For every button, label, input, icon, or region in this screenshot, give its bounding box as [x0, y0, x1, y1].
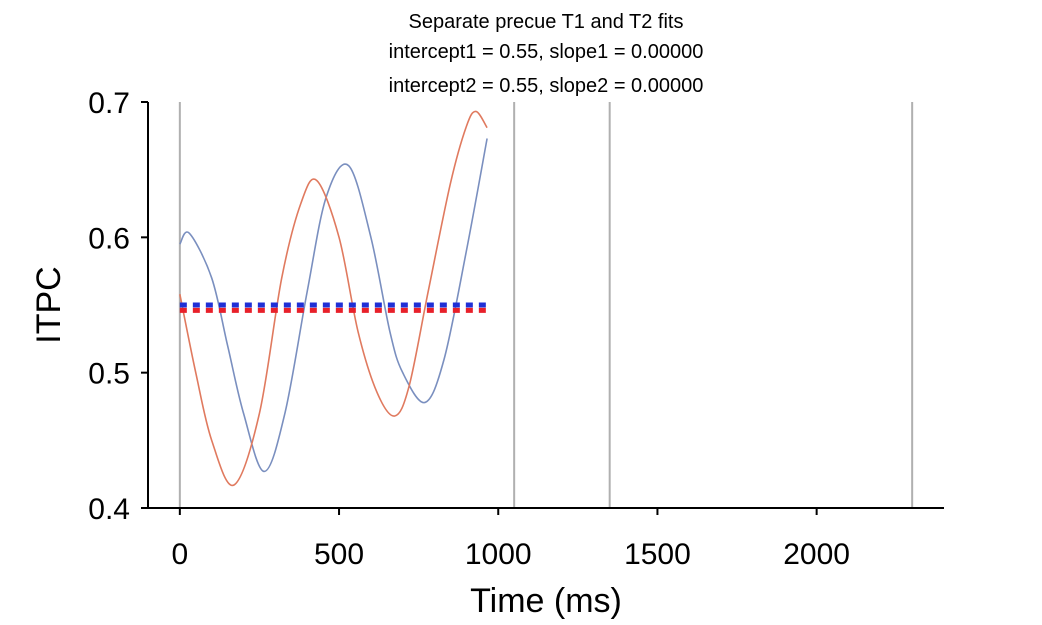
x-tick-label-4: 2000 [783, 538, 850, 571]
data-series [179, 110, 488, 486]
y-axis-label: ITPC [30, 266, 68, 343]
y-ticks: 0.4 0.5 0.6 0.7 [88, 87, 148, 526]
title-line-3: intercept2 = 0.55, slope2 = 0.00000 [389, 75, 704, 97]
fit-lines [179, 302, 488, 313]
x-ticks: 0 500 1000 1500 2000 [171, 508, 850, 571]
title-line-2: intercept1 = 0.55, slope1 = 0.00000 [389, 41, 704, 63]
axes [147, 102, 944, 509]
x-tick-label-0: 0 [171, 538, 188, 571]
title-line-1: Separate precue T1 and T2 fits [409, 11, 684, 33]
y-tick-label-0: 0.4 [88, 493, 130, 526]
x-tick-label-2: 1000 [465, 538, 532, 571]
y-tick-label-2: 0.6 [88, 222, 130, 255]
x-tick-label-1: 500 [314, 538, 364, 571]
y-tick-label-3: 0.7 [88, 87, 130, 120]
x-axis-label: Time (ms) [470, 582, 622, 620]
chart-title: Separate precue T1 and T2 fits intercept… [389, 11, 704, 97]
series-line-1 [179, 110, 488, 486]
x-tick-label-3: 1500 [624, 538, 691, 571]
y-tick-label-1: 0.5 [88, 358, 130, 391]
